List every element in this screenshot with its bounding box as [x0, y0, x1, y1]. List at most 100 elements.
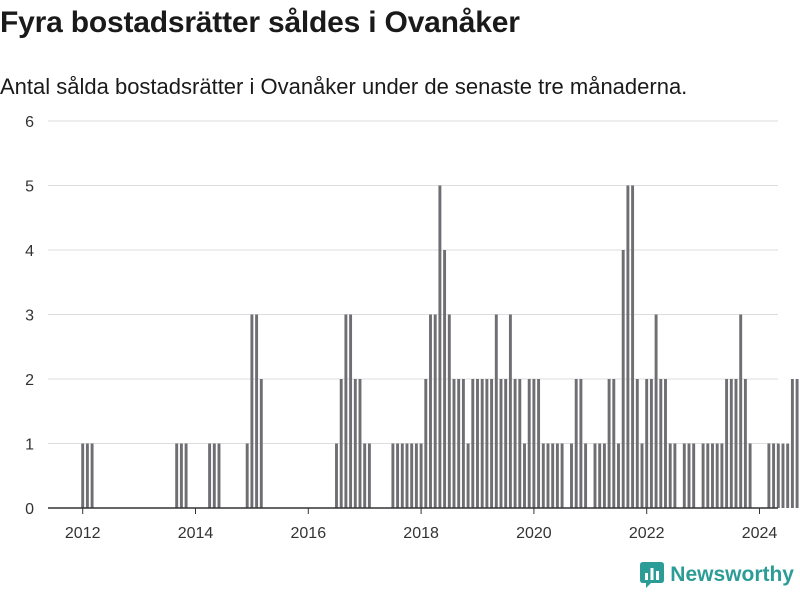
bar: [640, 443, 644, 508]
bar: [90, 443, 94, 508]
y-tick-label: 2: [25, 372, 34, 389]
bar: [593, 443, 597, 508]
bar: [494, 314, 498, 508]
bar: [574, 379, 578, 508]
brand-logo[interactable]: Newsworthy: [640, 562, 794, 588]
bar: [485, 379, 489, 508]
bar: [537, 379, 541, 508]
y-tick-label: 1: [25, 437, 34, 454]
bar: [429, 314, 432, 508]
bar: [513, 379, 517, 508]
x-tick-label: 2016: [291, 525, 327, 542]
y-tick-label: 6: [25, 114, 34, 131]
bar: [734, 379, 738, 508]
bar: [607, 379, 611, 508]
bar: [729, 379, 733, 508]
bar: [212, 443, 216, 508]
bar: [673, 443, 677, 508]
bar: [414, 443, 418, 508]
y-tick-label: 3: [25, 308, 34, 325]
bar: [720, 443, 724, 508]
bar: [748, 443, 752, 508]
bar: [518, 379, 522, 508]
bar: [659, 379, 663, 508]
bar: [259, 379, 263, 508]
bar: [457, 379, 461, 508]
bar: [701, 443, 705, 508]
bar: [471, 379, 475, 508]
bar: [208, 443, 212, 508]
bar: [631, 185, 635, 508]
bar: [255, 314, 259, 508]
bar: [532, 379, 536, 508]
bar: [626, 185, 630, 508]
bar: [795, 379, 799, 508]
bar: [743, 379, 747, 508]
bar: [499, 379, 503, 508]
brand-name: Newsworthy: [670, 563, 794, 586]
x-tick-label: 2024: [742, 525, 778, 542]
bar: [175, 443, 179, 508]
bar: [466, 443, 470, 508]
x-tick-label: 2012: [65, 525, 101, 542]
bar: [715, 443, 719, 508]
bar: [612, 379, 616, 508]
bar: [617, 443, 620, 508]
bar: [654, 314, 658, 508]
bar: [767, 443, 771, 508]
bar: [668, 443, 672, 508]
bar: [363, 443, 367, 508]
y-tick-label: 5: [25, 179, 34, 196]
bar: [443, 250, 447, 508]
bar: [217, 443, 221, 508]
bar: [504, 379, 508, 508]
bar: [419, 443, 423, 508]
bar: [179, 443, 183, 508]
bar: [461, 379, 465, 508]
bar: [396, 443, 400, 508]
bar: [490, 379, 494, 508]
bar: [184, 443, 188, 508]
bar: [635, 379, 639, 508]
bar: [81, 443, 85, 508]
bar: [523, 443, 526, 508]
bar: [424, 379, 428, 508]
bar: [560, 443, 564, 508]
x-tick-label: 2022: [629, 525, 665, 542]
bar: [781, 443, 785, 508]
bar: [400, 443, 404, 508]
bar: [772, 443, 776, 508]
bar: [339, 379, 343, 508]
bar: [682, 443, 686, 508]
bar: [570, 443, 573, 508]
bar: [541, 443, 545, 508]
x-tick-label: 2014: [178, 525, 214, 542]
bar: [786, 443, 790, 508]
bar: [410, 443, 414, 508]
bar: [358, 379, 362, 508]
bar: [405, 443, 409, 508]
bar: [349, 314, 353, 508]
bar: [250, 314, 254, 508]
bar: [527, 379, 531, 508]
bar: [692, 443, 696, 508]
bar: [391, 443, 395, 508]
bar: [508, 314, 512, 508]
bar: [776, 443, 780, 508]
bar: [438, 185, 442, 508]
bar-chart-icon: [640, 562, 665, 588]
bar: [546, 443, 550, 508]
chart-subtitle: Antal sålda bostadsrätter i Ovanåker und…: [0, 74, 688, 99]
y-tick-label: 0: [25, 501, 34, 518]
bar: [452, 379, 456, 508]
bar: [344, 314, 348, 508]
bar: [476, 379, 479, 508]
y-tick-label: 4: [25, 243, 34, 260]
bar: [645, 379, 649, 508]
bar: [447, 314, 451, 508]
bar: [602, 443, 606, 508]
bar: [711, 443, 714, 508]
bar: [85, 443, 89, 508]
bar: [367, 443, 371, 508]
